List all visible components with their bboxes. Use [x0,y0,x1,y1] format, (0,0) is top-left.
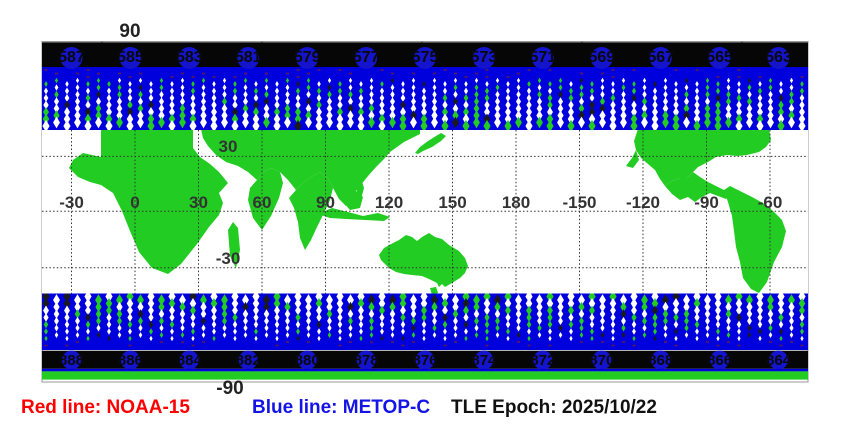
svg-text:150: 150 [438,193,466,212]
svg-text:180: 180 [502,193,530,212]
svg-text:563: 563 [765,49,792,66]
svg-text:90: 90 [119,21,140,42]
svg-text:60: 60 [253,193,272,212]
svg-text:876: 876 [412,352,437,369]
svg-text:561: 561 [824,49,850,66]
svg-text:886: 886 [118,352,143,369]
svg-text:866: 866 [707,352,732,369]
svg-text:-30: -30 [59,193,84,212]
svg-text:Red line: NOAA-15: Red line: NOAA-15 [21,397,190,418]
svg-text:-90: -90 [216,378,243,399]
svg-text:30: 30 [219,137,238,156]
svg-text:862: 862 [825,352,850,369]
svg-text:880: 880 [295,352,320,369]
svg-text:-90: -90 [694,193,719,212]
svg-text:0: 0 [130,193,139,212]
svg-text:-120: -120 [626,193,660,212]
svg-text:565: 565 [706,49,733,66]
svg-text:870: 870 [589,352,614,369]
svg-text:577: 577 [353,49,380,66]
svg-text:888: 888 [59,352,84,369]
svg-text:864: 864 [766,352,792,369]
svg-text:571: 571 [529,49,556,66]
svg-text:872: 872 [530,352,555,369]
svg-text:583: 583 [176,49,203,66]
svg-text:884: 884 [177,352,203,369]
svg-text:575: 575 [412,49,439,66]
svg-text:90: 90 [316,193,335,212]
svg-text:TLE Epoch: 2025/10/22: TLE Epoch: 2025/10/22 [451,397,657,418]
svg-text:Blue line: METOP-C: Blue line: METOP-C [252,397,430,418]
svg-text:30: 30 [189,193,208,212]
svg-text:581: 581 [235,49,262,66]
svg-text:120: 120 [375,193,403,212]
svg-text:882: 882 [236,352,261,369]
svg-text:-150: -150 [562,193,596,212]
svg-text:567: 567 [647,49,674,66]
svg-text:585: 585 [117,49,144,66]
svg-text:579: 579 [294,49,321,66]
svg-text:-60: -60 [758,193,783,212]
svg-text:569: 569 [588,49,615,66]
svg-text:878: 878 [354,352,379,369]
svg-text:-30: -30 [216,249,241,268]
svg-text:868: 868 [648,352,673,369]
svg-text:587: 587 [58,49,85,66]
svg-text:573: 573 [471,49,498,66]
svg-text:874: 874 [471,352,497,369]
